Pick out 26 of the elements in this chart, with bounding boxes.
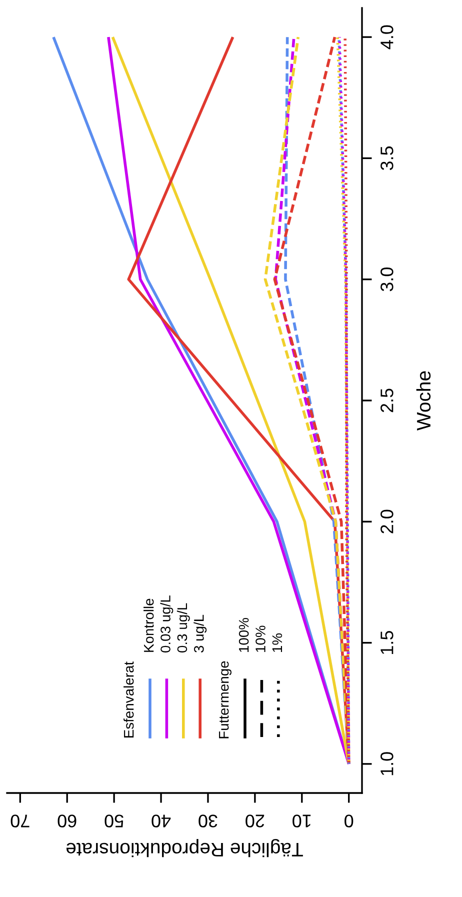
annotation: 10% xyxy=(256,626,266,652)
y-tick-label: 4.0 xyxy=(380,25,394,50)
y-tick-label: 2.0 xyxy=(380,510,394,534)
x-tick-label: 10 xyxy=(292,814,311,828)
y-tick-label: 3.5 xyxy=(380,146,394,170)
annotation: Kontrolle xyxy=(144,598,154,652)
x-tick-label: 70 xyxy=(10,814,30,828)
annotation: 100% xyxy=(238,618,249,652)
annotation: 0.3 ug/L xyxy=(176,603,190,652)
x-tick-label: 60 xyxy=(58,814,76,828)
y-tick-label: 3.0 xyxy=(380,268,394,292)
annotation: 3 ug/L xyxy=(194,614,207,652)
annotation: 1% xyxy=(272,633,282,652)
annotation: Futtermenge xyxy=(219,661,232,738)
y-tick-label: 1.0 xyxy=(380,752,394,776)
annotation: 0.03 ug/L xyxy=(160,596,174,652)
annotation: Esfenvalerat xyxy=(124,662,134,738)
y-tick-label: 1.5 xyxy=(380,630,394,654)
x-axis-title: Tägliche Reproduktionsrate xyxy=(66,839,303,858)
x-tick-label: 40 xyxy=(152,814,171,828)
x-tick-label: 30 xyxy=(198,814,218,828)
x-tick-label: 20 xyxy=(246,814,264,828)
y-tick-label: 2.5 xyxy=(380,388,394,412)
x-tick-label: 0 xyxy=(344,814,354,828)
y-axis-title: Woche xyxy=(416,371,431,430)
x-tick-label: 50 xyxy=(104,814,124,828)
